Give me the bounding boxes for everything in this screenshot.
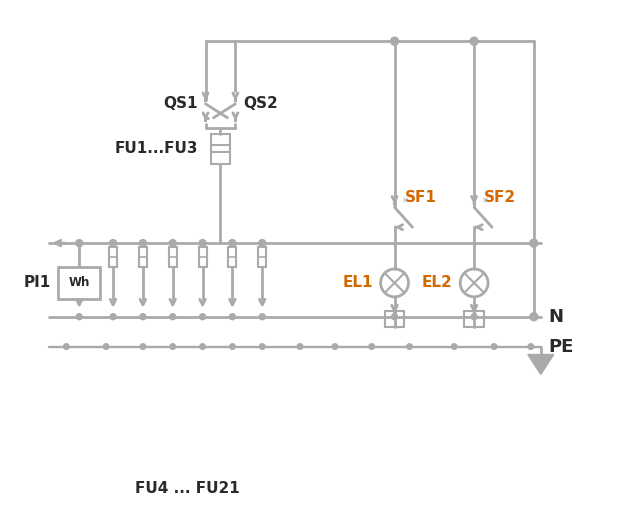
Circle shape: [103, 344, 109, 349]
Circle shape: [139, 239, 146, 247]
Text: FU4 ... FU21: FU4 ... FU21: [136, 481, 240, 496]
Circle shape: [332, 344, 337, 349]
Circle shape: [491, 344, 497, 349]
Circle shape: [451, 344, 457, 349]
Circle shape: [369, 344, 374, 349]
Text: SF2: SF2: [484, 190, 516, 205]
Bar: [199, 247, 207, 267]
Circle shape: [76, 314, 82, 320]
Circle shape: [230, 314, 235, 320]
Circle shape: [169, 239, 176, 247]
Bar: [384, 311, 404, 327]
Circle shape: [407, 344, 412, 349]
Text: FU1...FU3: FU1...FU3: [115, 141, 199, 156]
Circle shape: [230, 344, 235, 349]
Circle shape: [199, 239, 206, 247]
Circle shape: [259, 344, 265, 349]
Text: EL2: EL2: [422, 276, 452, 290]
Circle shape: [229, 239, 236, 247]
Polygon shape: [528, 354, 554, 374]
Bar: [464, 311, 484, 327]
Circle shape: [528, 344, 534, 349]
Bar: [169, 247, 176, 267]
Circle shape: [170, 344, 176, 349]
Circle shape: [200, 344, 206, 349]
Circle shape: [391, 37, 399, 45]
Circle shape: [110, 314, 116, 320]
Circle shape: [199, 314, 206, 320]
Circle shape: [530, 239, 538, 247]
Circle shape: [259, 239, 266, 247]
Circle shape: [471, 314, 477, 320]
Text: Wh: Wh: [69, 276, 90, 289]
Text: PE: PE: [548, 338, 574, 355]
Bar: [258, 247, 266, 267]
Text: ✕: ✕: [482, 196, 488, 205]
Circle shape: [110, 239, 116, 247]
Text: N: N: [548, 308, 564, 326]
Bar: [228, 247, 236, 267]
Circle shape: [76, 239, 83, 247]
Text: PI1: PI1: [24, 276, 51, 290]
Text: QS1: QS1: [163, 97, 197, 111]
Circle shape: [140, 314, 146, 320]
Text: QS2: QS2: [243, 97, 278, 111]
Circle shape: [392, 314, 397, 320]
Circle shape: [140, 344, 145, 349]
Circle shape: [259, 314, 265, 320]
Circle shape: [530, 313, 538, 321]
Circle shape: [297, 344, 303, 349]
Circle shape: [170, 314, 176, 320]
Bar: [210, 134, 230, 163]
Bar: [109, 247, 117, 267]
Bar: [139, 247, 147, 267]
Text: ✕: ✕: [402, 196, 409, 205]
Circle shape: [64, 344, 69, 349]
Circle shape: [470, 37, 478, 45]
Bar: [58, 267, 100, 299]
Text: SF1: SF1: [404, 190, 436, 205]
Text: EL1: EL1: [342, 276, 373, 290]
